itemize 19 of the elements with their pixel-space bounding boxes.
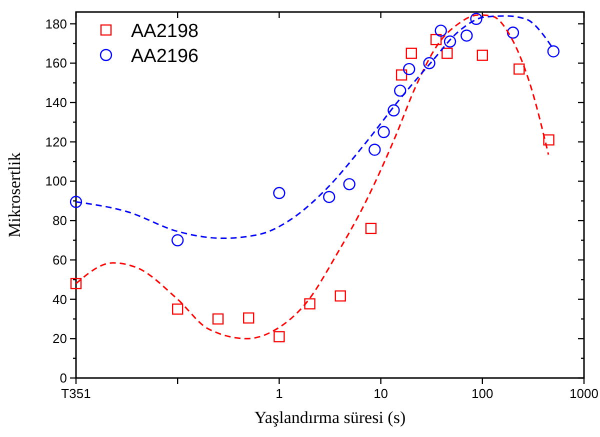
y-tick-label: 20 — [52, 331, 67, 346]
y-tick-label: 100 — [45, 174, 67, 189]
y-tick-label: 0 — [60, 370, 67, 386]
x-axis-title: Yaşlandırma süresi (s) — [254, 408, 406, 427]
y-tick-label: 60 — [52, 252, 67, 268]
y-tick-label: 180 — [45, 16, 67, 32]
legend-label: AA2196 — [131, 46, 199, 67]
y-tick-label: 120 — [45, 134, 67, 150]
y-tick-label: 160 — [45, 56, 67, 71]
x-tick-label: 1 — [276, 386, 283, 401]
y-tick-label: 80 — [52, 213, 67, 228]
y-axis-title: Mikrosertlik — [5, 152, 24, 238]
x-tick-label: T351 — [61, 386, 91, 401]
y-tick-label: 140 — [45, 95, 67, 110]
x-tick-label: 10 — [374, 386, 388, 401]
y-tick-label: 40 — [52, 292, 67, 307]
x-tick-label: 1000 — [570, 386, 598, 401]
x-tick-label: 100 — [472, 386, 494, 401]
legend-label: AA2198 — [131, 21, 199, 42]
